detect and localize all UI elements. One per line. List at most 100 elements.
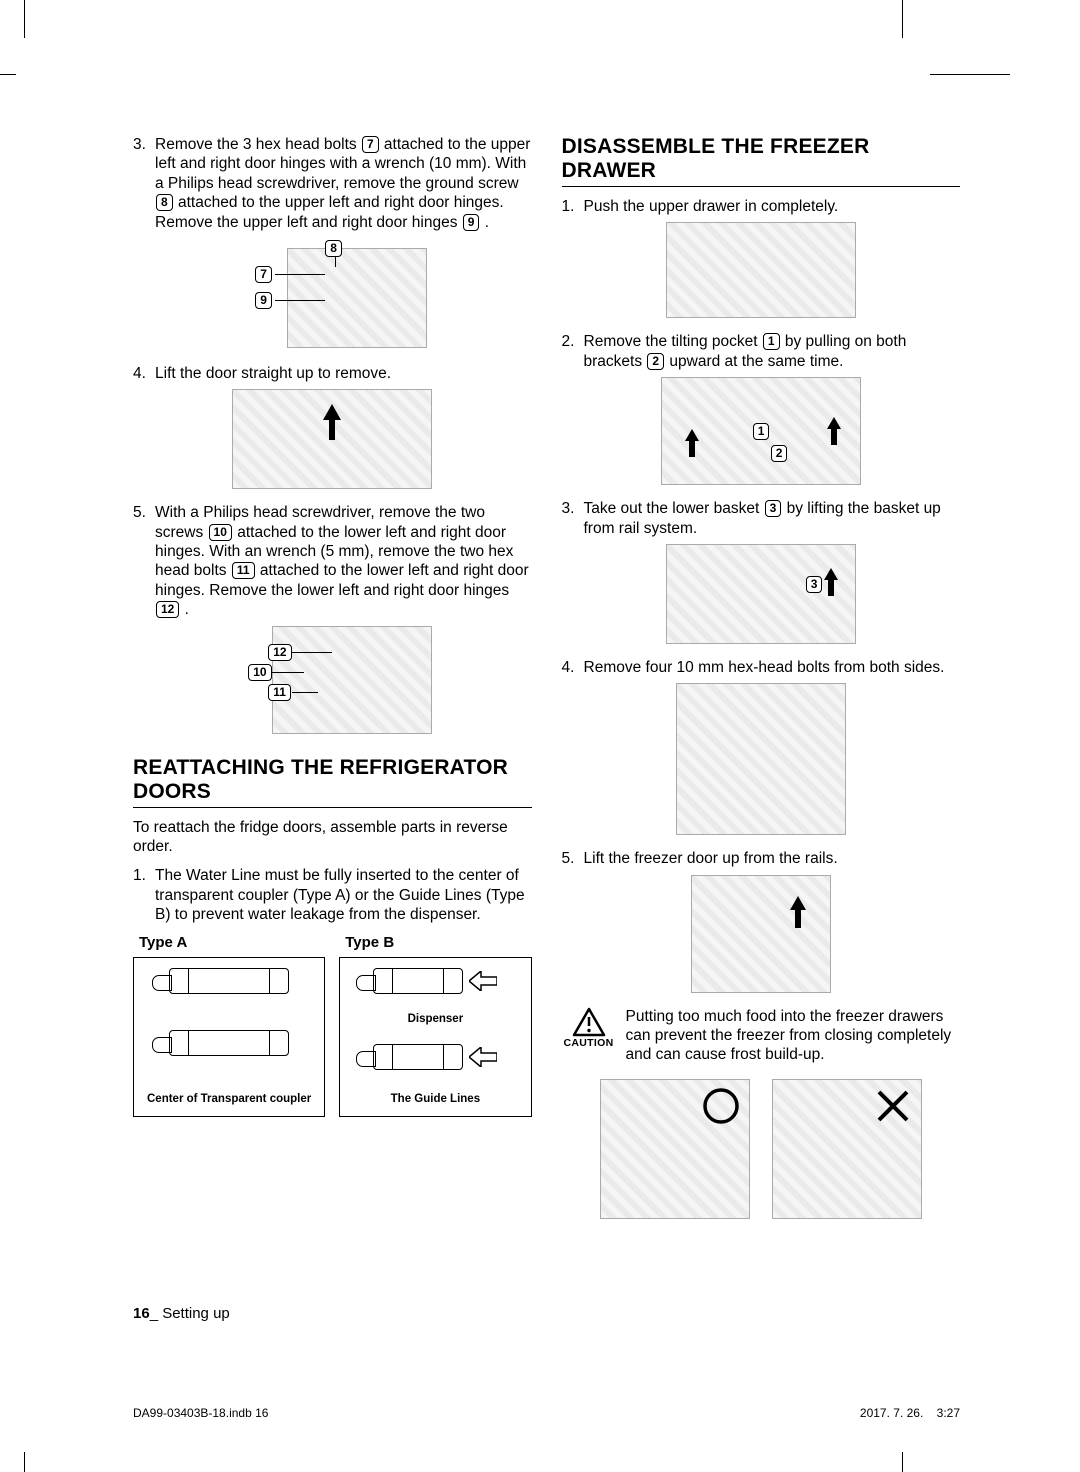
label-2: 2 bbox=[771, 445, 788, 462]
label-1: 1 bbox=[753, 423, 770, 440]
right-step-1: 1. Push the upper drawer in completely. bbox=[562, 197, 961, 216]
text-part: Remove the tilting pocket bbox=[584, 333, 762, 350]
ref-7: 7 bbox=[362, 136, 379, 153]
arrow-left-icon bbox=[469, 971, 497, 991]
right-step-4: 4. Remove four 10 mm hex-head bolts from… bbox=[562, 658, 961, 677]
right-step-3: 3. Take out the lower basket 3 by liftin… bbox=[562, 499, 961, 538]
step-number: 3. bbox=[562, 499, 584, 538]
arrow-up-icon bbox=[323, 404, 341, 440]
text-part: upward at the same time. bbox=[665, 353, 843, 370]
caution-label: CAUTION bbox=[562, 1037, 616, 1049]
two-column-layout: 3. Remove the 3 hex head bolts 7 attache… bbox=[133, 135, 960, 1219]
print-file: DA99-03403B-18.indb 16 bbox=[133, 1406, 268, 1420]
arrow-up-icon bbox=[827, 417, 841, 445]
figure-tilting-pocket: 1 2 bbox=[562, 377, 961, 485]
caution-icon: CAUTION bbox=[562, 1007, 616, 1065]
section-reattaching: REATTACHING THE REFRIGERATOR DOORS bbox=[133, 756, 532, 808]
step-number: 4. bbox=[562, 658, 584, 677]
text-part: . bbox=[480, 214, 489, 231]
coupler-icon bbox=[169, 968, 289, 994]
page-number: 16 bbox=[133, 1305, 150, 1322]
label-12: 12 bbox=[268, 644, 291, 661]
left-step-5: 5. With a Philips head screwdriver, remo… bbox=[133, 503, 532, 619]
wrong-mark-icon bbox=[873, 1086, 913, 1126]
print-metadata: DA99-03403B-18.indb 16 2017. 7. 26. 3:27 bbox=[133, 1406, 960, 1420]
step-text: Remove the 3 hex head bolts 7 attached t… bbox=[155, 135, 532, 232]
ref-10: 10 bbox=[209, 524, 232, 541]
ref-1: 1 bbox=[763, 333, 780, 350]
step-number: 2. bbox=[562, 332, 584, 371]
dispenser-label: Dispenser bbox=[408, 1012, 464, 1026]
ref-3: 3 bbox=[765, 500, 782, 517]
footer-section: Setting up bbox=[162, 1305, 230, 1322]
figure-hinge-upper: 7 8 9 bbox=[133, 238, 532, 350]
manual-page: 3. Remove the 3 hex head bolts 7 attache… bbox=[0, 0, 1080, 1472]
step-text: Lift the freezer door up from the rails. bbox=[584, 849, 961, 868]
step-text: Push the upper drawer in completely. bbox=[584, 197, 961, 216]
reattach-step-1: 1. The Water Line must be fully inserted… bbox=[133, 866, 532, 924]
step-text: With a Philips head screwdriver, remove … bbox=[155, 503, 532, 619]
text-part: attached to the upper left and right doo… bbox=[155, 194, 504, 230]
label-11: 11 bbox=[268, 684, 291, 701]
right-step-5: 5. Lift the freezer door up from the rai… bbox=[562, 849, 961, 868]
label-10: 10 bbox=[248, 664, 271, 681]
footer-sep: _ bbox=[150, 1305, 163, 1322]
correct-figure bbox=[600, 1079, 750, 1219]
arrow-up-icon bbox=[790, 896, 806, 928]
label-7: 7 bbox=[255, 266, 272, 283]
text-part: . bbox=[180, 601, 189, 618]
figure-lift-freezer bbox=[562, 875, 961, 993]
step-text: The Water Line must be fully inserted to… bbox=[155, 866, 532, 924]
label-3: 3 bbox=[806, 576, 823, 593]
left-column: 3. Remove the 3 hex head bolts 7 attache… bbox=[133, 135, 532, 1219]
step-number: 1. bbox=[133, 866, 155, 924]
step-text: Take out the lower basket 3 by lifting t… bbox=[584, 499, 961, 538]
wrong-figure bbox=[772, 1079, 922, 1219]
step-text: Remove four 10 mm hex-head bolts from bo… bbox=[584, 658, 961, 677]
type-b: Type B Dispenser The Guide Lines bbox=[339, 934, 531, 1117]
ref-11: 11 bbox=[232, 562, 255, 579]
label-9: 9 bbox=[255, 292, 272, 309]
figure-hex-bolts bbox=[562, 683, 961, 835]
ref-9: 9 bbox=[463, 214, 480, 231]
coupler-icon bbox=[373, 968, 463, 994]
right-wrong-figures bbox=[562, 1079, 961, 1219]
section-disassemble: DISASSEMBLE THE FREEZER DRAWER bbox=[562, 135, 961, 187]
type-b-caption: The Guide Lines bbox=[391, 1092, 480, 1106]
right-column: DISASSEMBLE THE FREEZER DRAWER 1. Push t… bbox=[562, 135, 961, 1219]
print-date: 2017. 7. 26. bbox=[860, 1406, 923, 1420]
step-number: 5. bbox=[562, 849, 584, 868]
type-a-title: Type A bbox=[133, 934, 325, 951]
step-number: 4. bbox=[133, 364, 155, 383]
coupler-icon bbox=[373, 1044, 463, 1070]
text-part: Take out the lower basket bbox=[584, 500, 764, 517]
correct-mark-icon bbox=[701, 1086, 741, 1126]
print-time: 3:27 bbox=[937, 1406, 960, 1420]
arrow-up-icon bbox=[685, 429, 699, 457]
step-text: Remove the tilting pocket 1 by pulling o… bbox=[584, 332, 961, 371]
figure-door-lift bbox=[133, 389, 532, 489]
right-step-2: 2. Remove the tilting pocket 1 by pullin… bbox=[562, 332, 961, 371]
caution-text: Putting too much food into the freezer d… bbox=[626, 1007, 961, 1065]
page-footer: 16_ Setting up bbox=[133, 1305, 230, 1322]
step-number: 3. bbox=[133, 135, 155, 232]
left-step-4: 4. Lift the door straight up to remove. bbox=[133, 364, 532, 383]
type-a: Type A Center of Transparent coupler bbox=[133, 934, 325, 1117]
step-number: 1. bbox=[562, 197, 584, 216]
coupler-types: Type A Center of Transparent coupler Typ… bbox=[133, 934, 532, 1117]
figure-push-drawer bbox=[562, 222, 961, 318]
label-8: 8 bbox=[325, 240, 342, 257]
step-text: Lift the door straight up to remove. bbox=[155, 364, 532, 383]
type-b-box: Dispenser The Guide Lines bbox=[339, 957, 531, 1117]
arrow-left-icon bbox=[469, 1047, 497, 1067]
figure-lower-basket: 3 bbox=[562, 544, 961, 644]
left-step-3: 3. Remove the 3 hex head bolts 7 attache… bbox=[133, 135, 532, 232]
figure-hinge-lower: 10 11 12 bbox=[133, 626, 532, 734]
ref-2: 2 bbox=[647, 353, 664, 370]
step-number: 5. bbox=[133, 503, 155, 619]
arrow-up-icon bbox=[824, 568, 838, 596]
reattach-intro: To reattach the fridge doors, assemble p… bbox=[133, 818, 532, 857]
ref-8: 8 bbox=[156, 194, 173, 211]
type-b-title: Type B bbox=[339, 934, 531, 951]
caution-block: CAUTION Putting too much food into the f… bbox=[562, 1007, 961, 1065]
